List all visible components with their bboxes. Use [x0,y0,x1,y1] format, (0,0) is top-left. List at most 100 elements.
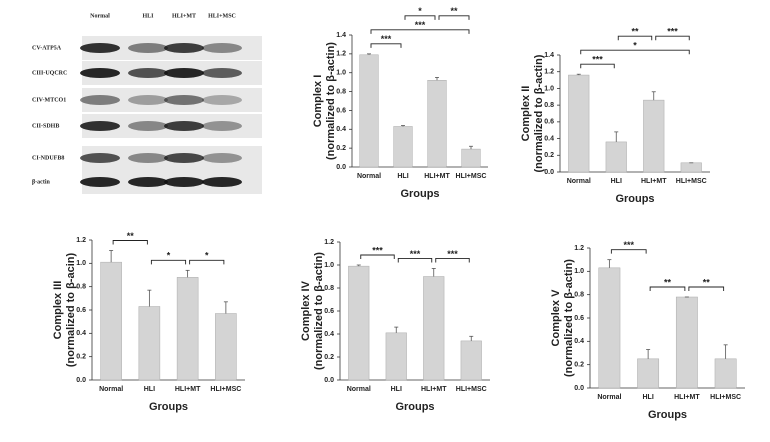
x-tick-label: HLI+MT [674,394,700,401]
x-tick-label: HLI+MT [421,386,447,393]
lane-label: HLI+MSC [208,13,236,19]
lane-label: HLI+MT [172,13,196,19]
row-label: CV-ATP5A [32,45,62,51]
band [128,95,168,105]
y-tick-label: 0.6 [336,107,346,114]
y-tick-label: 1.2 [76,237,86,244]
y-tick-label: 0.0 [574,385,584,392]
significance-label: *** [667,27,678,37]
significance-label: *** [592,55,603,65]
band [128,68,168,78]
bar [605,141,627,173]
significance-bracket [435,258,470,263]
significance-label: * [418,6,422,16]
y-axis-label: Complex IV [300,280,312,341]
x-tick-label: Normal [357,173,381,180]
x-tick-label: HLI [397,173,408,180]
band [128,177,168,187]
x-tick-label: HLI+MSC [456,386,487,393]
significance-bracket [617,35,653,41]
y-tick-label: 0.2 [324,354,334,361]
band [164,177,204,187]
x-tick-label: Normal [597,394,621,401]
band [128,121,168,131]
significance-bracket [649,286,686,291]
y-tick-label: 0.2 [574,362,584,369]
significance-bracket [360,254,395,259]
y-tick-label: 1.2 [544,69,554,76]
y-tick-label: 0.0 [336,164,346,171]
significance-label: * [205,251,209,261]
bar [385,332,407,381]
row-label: β-actin [32,179,50,185]
band [80,68,120,78]
significance-bracket [438,15,470,20]
y-axis-label: (normalized to β-actin) [533,54,545,172]
y-tick-label: 0.0 [544,169,554,176]
band [202,95,242,105]
x-tick-label: HLI [391,386,402,393]
y-axis-label: Complex V [550,289,562,347]
lane-label: HLI [142,13,154,19]
x-axis-label: Groups [615,193,654,205]
significance-label: *** [381,34,392,44]
bar [680,162,702,173]
x-tick-label: HLI+MSC [676,178,707,185]
y-tick-label: 1.2 [336,51,346,58]
y-axis-label: Complex III [52,281,64,340]
bar [348,265,370,381]
x-tick-label: HLI+MT [641,178,667,185]
y-tick-label: 0.2 [76,354,86,361]
band [202,121,242,131]
y-tick-label: 0.4 [544,135,554,142]
y-tick-label: 1.0 [76,260,86,267]
bar [675,296,698,389]
x-tick-label: Normal [347,386,371,393]
bar [461,148,481,168]
significance-bracket [189,259,225,265]
band [80,121,120,131]
band [164,153,204,163]
lane-label: Normal [90,13,110,19]
significance-bracket [112,240,148,245]
row-label: CIV-MTCO1 [32,97,66,103]
significance-bracket [397,258,433,263]
y-tick-label: 0.4 [76,330,86,337]
significance-bracket [404,15,436,20]
y-tick-label: 1.4 [544,52,554,59]
bar [598,267,621,389]
bar [138,306,161,381]
y-axis-label: Complex II [520,86,532,142]
significance-label: * [633,41,637,51]
x-tick-label: HLI+MT [424,173,450,180]
bar [215,313,237,381]
x-tick-label: HLI+MSC [710,394,741,401]
significance-bracket [370,29,470,34]
significance-label: *** [415,20,426,30]
significance-label: *** [447,249,458,259]
y-tick-label: 0.8 [574,292,584,299]
y-tick-label: 0.8 [544,102,554,109]
y-tick-label: 0.0 [324,377,334,384]
bar [359,54,379,168]
band [164,121,204,131]
bar [393,126,413,168]
y-tick-label: 0.6 [574,315,584,322]
significance-label: ** [631,27,639,37]
y-tick-label: 0.2 [544,152,554,159]
significance-bracket [580,49,690,55]
significance-bracket [610,249,647,254]
x-tick-label: HLI [144,386,155,393]
band [202,68,242,78]
y-axis-label: (normalized to β-acin) [65,253,77,368]
band [128,153,168,163]
x-tick-label: HLI [611,178,622,185]
y-tick-label: 1.0 [324,262,334,269]
bar [714,358,737,389]
bar [176,277,199,381]
significance-bracket [655,35,690,41]
band [164,68,204,78]
bar [637,358,660,389]
y-axis-label: (normalized to β-actin) [325,42,337,160]
y-tick-label: 0.8 [336,88,346,95]
